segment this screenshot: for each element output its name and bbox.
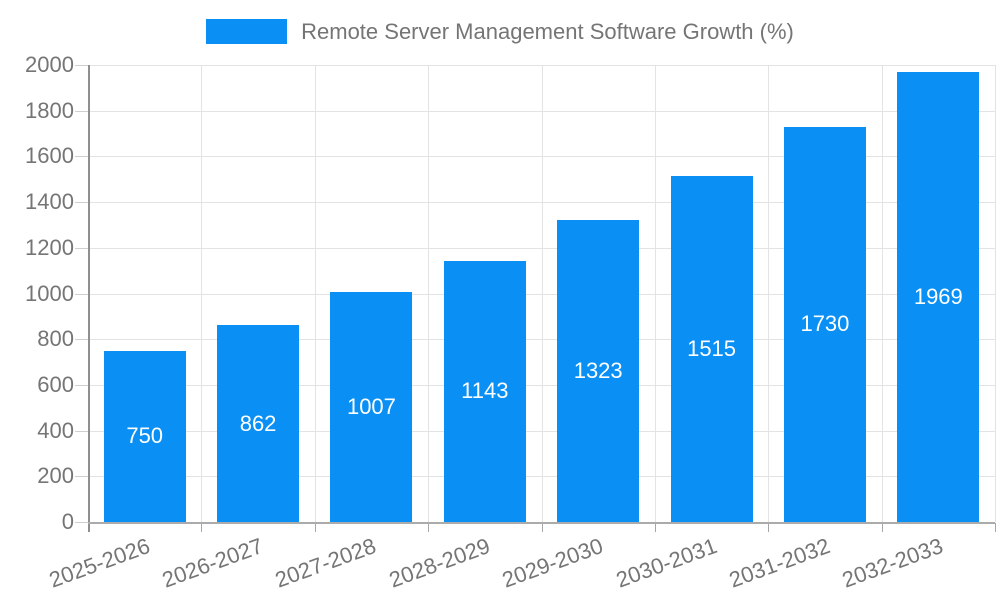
y-axis-tick-label: 200 xyxy=(37,463,74,489)
y-axis-tick xyxy=(75,430,88,432)
x-axis-tick xyxy=(541,523,543,532)
y-axis-tick xyxy=(75,293,88,295)
bar[interactable] xyxy=(103,350,186,522)
x-axis-tick xyxy=(881,523,883,532)
x-axis-tick xyxy=(314,523,316,532)
y-axis-tick-label: 1800 xyxy=(25,97,74,123)
x-axis-tick xyxy=(654,523,656,532)
y-axis-tick-label: 1000 xyxy=(25,280,74,306)
y-axis-tick xyxy=(75,247,88,249)
x-axis-tick xyxy=(201,523,203,532)
y-axis-tick xyxy=(75,65,88,66)
x-axis-tick xyxy=(428,523,430,532)
y-axis-tick-label: 2000 xyxy=(25,52,74,77)
bar-value-label: 1515 xyxy=(687,335,737,361)
gridline-vertical xyxy=(541,65,543,522)
y-axis-tick xyxy=(75,110,88,112)
x-axis-baseline xyxy=(88,522,995,524)
y-axis-tick-label: 1600 xyxy=(25,143,74,169)
bar-value-label: 750 xyxy=(126,423,164,449)
bar[interactable] xyxy=(443,260,526,522)
bar[interactable] xyxy=(217,325,300,522)
gridline-vertical xyxy=(768,65,770,522)
bar-value-label: 1007 xyxy=(346,393,396,419)
y-axis-line xyxy=(88,65,90,532)
bar[interactable] xyxy=(330,291,413,522)
y-axis-tick xyxy=(75,339,88,341)
gridline-vertical xyxy=(881,65,883,522)
y-axis-tick-label: 600 xyxy=(37,371,74,397)
chart-legend[interactable]: Remote Server Management Software Growth… xyxy=(0,19,1000,44)
y-axis-tick-label: 1400 xyxy=(25,189,74,215)
x-axis-tick xyxy=(768,523,770,532)
y-axis-tick-label: 1200 xyxy=(25,234,74,260)
bar-value-label: 1323 xyxy=(573,357,623,383)
bar-value-label: 1143 xyxy=(461,378,509,404)
bar[interactable] xyxy=(670,175,753,522)
y-axis-tick-label: 0 xyxy=(61,509,74,534)
x-axis-tick xyxy=(995,523,996,532)
y-axis-tick-label: 800 xyxy=(37,326,74,352)
bar[interactable] xyxy=(557,219,640,522)
y-axis-tick xyxy=(75,476,88,478)
y-axis-tick-label: 400 xyxy=(37,417,74,443)
gridline-vertical xyxy=(654,65,656,522)
bar-value-label: 1969 xyxy=(913,284,963,310)
gridline-vertical xyxy=(428,65,430,522)
bar[interactable] xyxy=(783,126,866,522)
bar-value-label: 862 xyxy=(239,410,277,436)
y-axis-tick xyxy=(75,522,88,523)
gridline-vertical xyxy=(995,65,996,522)
legend-label: Remote Server Management Software Growth… xyxy=(301,19,794,44)
gridline-vertical xyxy=(314,65,316,522)
bar-value-label: 1730 xyxy=(800,311,850,337)
legend-swatch xyxy=(206,19,288,44)
y-axis-tick xyxy=(75,384,88,386)
gridline-vertical xyxy=(201,65,203,522)
y-axis-tick xyxy=(75,202,88,204)
y-axis-tick xyxy=(75,156,88,158)
bar[interactable] xyxy=(897,72,980,522)
